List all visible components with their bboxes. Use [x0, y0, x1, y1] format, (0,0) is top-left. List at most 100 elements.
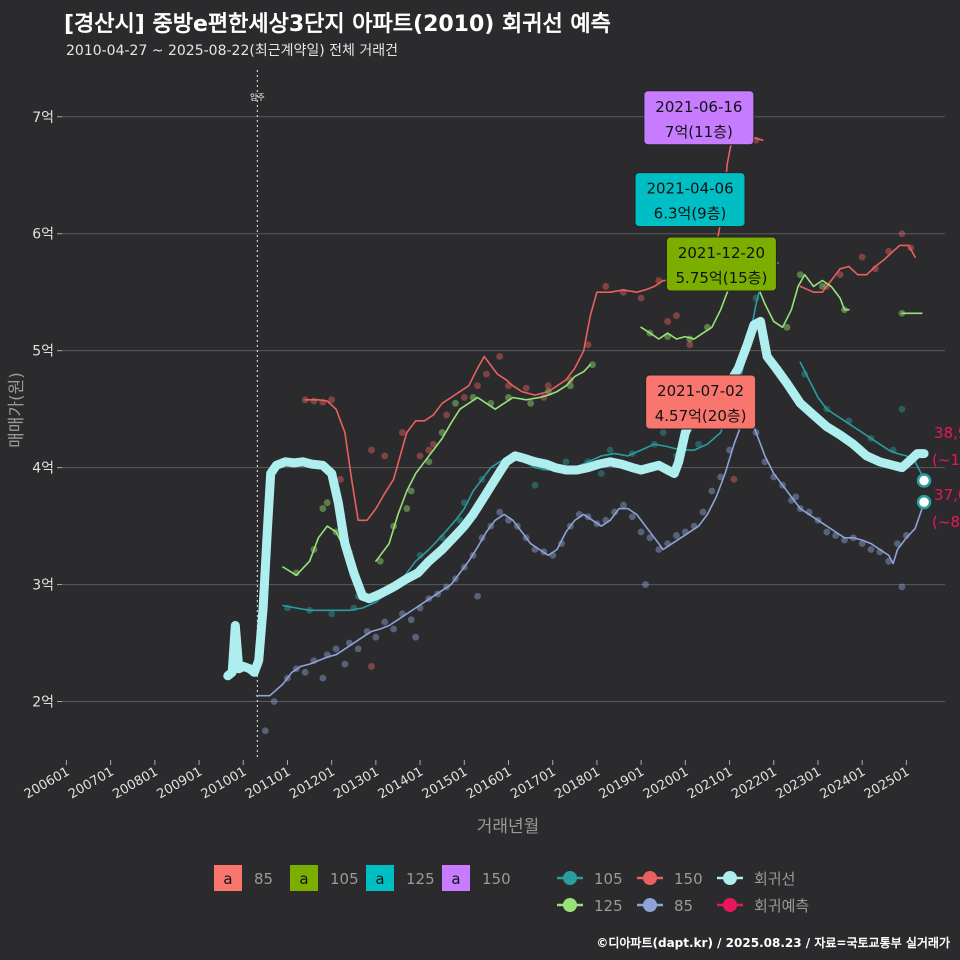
scatter-point-150 [310, 397, 318, 405]
prediction-value-label: 38,900 [934, 424, 960, 442]
scatter-point-150 [482, 370, 490, 378]
scatter-point-105 [416, 551, 424, 559]
legend-series-dot [643, 898, 657, 912]
x-tick-label: 200601 [22, 764, 72, 802]
scatter-point-150 [544, 382, 552, 390]
scatter-point-150 [429, 440, 437, 448]
scatter-point-85 [620, 501, 627, 509]
legend-series-dot [563, 871, 577, 885]
scatter-point-85 [699, 508, 707, 516]
prediction-marker [916, 494, 932, 510]
scatter-point-150 [460, 394, 468, 401]
legend-area-symbol: a [451, 870, 460, 888]
grid-layer [62, 116, 945, 703]
scatter-point-125 [323, 499, 331, 507]
annotation-date: 2021-12-20 [678, 244, 765, 262]
scatter-point-85 [655, 546, 663, 553]
x-axis-title: 거래년월 [477, 817, 540, 837]
annotation-date: 2021-04-06 [646, 180, 733, 198]
legend-area-swatch [290, 865, 318, 891]
legend-series-label: 회귀예측 [754, 897, 809, 915]
chart-subtitle: 2010-04-27 ~ 2025-08-22(최근계약일) 전체 거래건 [66, 43, 398, 59]
scatter-point-105 [562, 458, 570, 466]
y-axis-title: 매매가(원) [7, 372, 27, 448]
credit-text: ©디아파트(dapt.kr) / 2025.08.23 / 자료=국토교통부 실… [596, 936, 950, 950]
scatter-point-150 [602, 282, 610, 290]
series-line-85 [255, 414, 925, 697]
x-tick-label: 201501 [420, 764, 470, 802]
scatter-point-85 [858, 540, 866, 548]
scatter-point-125 [376, 557, 384, 565]
x-tick-label: 200701 [66, 764, 116, 802]
scatter-point-150 [474, 382, 481, 390]
legend-series-dot [643, 871, 657, 885]
scatter-point-150 [522, 384, 530, 392]
scatter-point-125 [403, 505, 411, 512]
legend-series-label: 105 [594, 870, 623, 888]
legend-layer: a 85 a 105 a 125 a 150 105 150 회귀선 125 85 회귀예측 [214, 865, 809, 915]
scatter-point-150 [399, 429, 406, 436]
x-tick-label: 201601 [464, 764, 514, 802]
scatter-point-150 [664, 318, 672, 325]
x-tick-label: 201401 [376, 764, 426, 802]
move-in-label: 입주 [250, 93, 265, 102]
scatter-point-150 [637, 294, 645, 302]
regression-line [223, 316, 929, 681]
x-tick-label: 201701 [508, 764, 558, 802]
legend-area-symbol: a [299, 870, 308, 888]
scatter-layer [261, 113, 915, 735]
prediction-marker [916, 473, 932, 488]
x-tick-label: 202201 [729, 764, 779, 802]
legend-series-dot [563, 898, 577, 912]
y-tick-label: 2억 [32, 695, 54, 711]
x-tick-label: 201101 [243, 764, 293, 802]
scatter-point-85 [381, 618, 389, 626]
scatter-point-150 [686, 341, 694, 349]
scatter-point-85 [611, 508, 618, 516]
prediction-value-label: 37,050 [934, 486, 960, 504]
scatter-point-105 [898, 405, 906, 413]
legend-area-label: 105 [330, 870, 359, 888]
scatter-point-150 [337, 475, 344, 483]
scatter-point-125 [783, 323, 791, 331]
scatter-point-85 [407, 616, 415, 624]
x-tick-label: 202301 [773, 764, 823, 802]
scatter-point-105 [606, 446, 614, 454]
scatter-point-85 [894, 540, 901, 548]
scatter-point-150 [416, 452, 424, 460]
legend-series-label: 85 [674, 897, 693, 915]
scatter-point-150 [836, 271, 844, 279]
legend-area-label: 150 [482, 870, 511, 888]
scatter-point-85 [261, 727, 269, 735]
annotation-date: 2021-06-16 [655, 98, 742, 116]
scatter-point-125 [589, 361, 596, 369]
scatter-point-85 [390, 625, 397, 633]
scatter-point-85 [867, 546, 875, 553]
scatter-point-150 [443, 411, 451, 419]
y-tick-label: 7억 [32, 110, 54, 126]
y-tick-label: 4억 [32, 461, 54, 477]
scatter-point-85 [474, 592, 481, 600]
x-tick-label: 202001 [641, 764, 691, 802]
annotation-box [643, 90, 755, 146]
scatter-point-85 [646, 534, 654, 542]
legend-area-symbol: a [375, 870, 384, 888]
x-tick-label: 200901 [155, 764, 205, 802]
x-tick-label: 200801 [110, 764, 160, 802]
scatter-point-150 [368, 663, 375, 670]
scatter-point-85 [354, 645, 362, 653]
series-line-105 [282, 262, 925, 612]
annotation-value: 7억(11층) [665, 123, 733, 141]
scatter-point-125 [452, 399, 459, 407]
legend-area-swatch [442, 865, 470, 891]
scatter-point-85 [673, 532, 680, 539]
scatter-point-150 [673, 312, 680, 319]
scatter-point-150 [730, 475, 738, 483]
scatter-point-85 [332, 645, 340, 653]
x-tick-label: 201001 [199, 764, 249, 802]
scatter-point-150 [381, 452, 389, 460]
scatter-point-150 [328, 396, 336, 404]
scatter-point-85 [628, 513, 636, 521]
